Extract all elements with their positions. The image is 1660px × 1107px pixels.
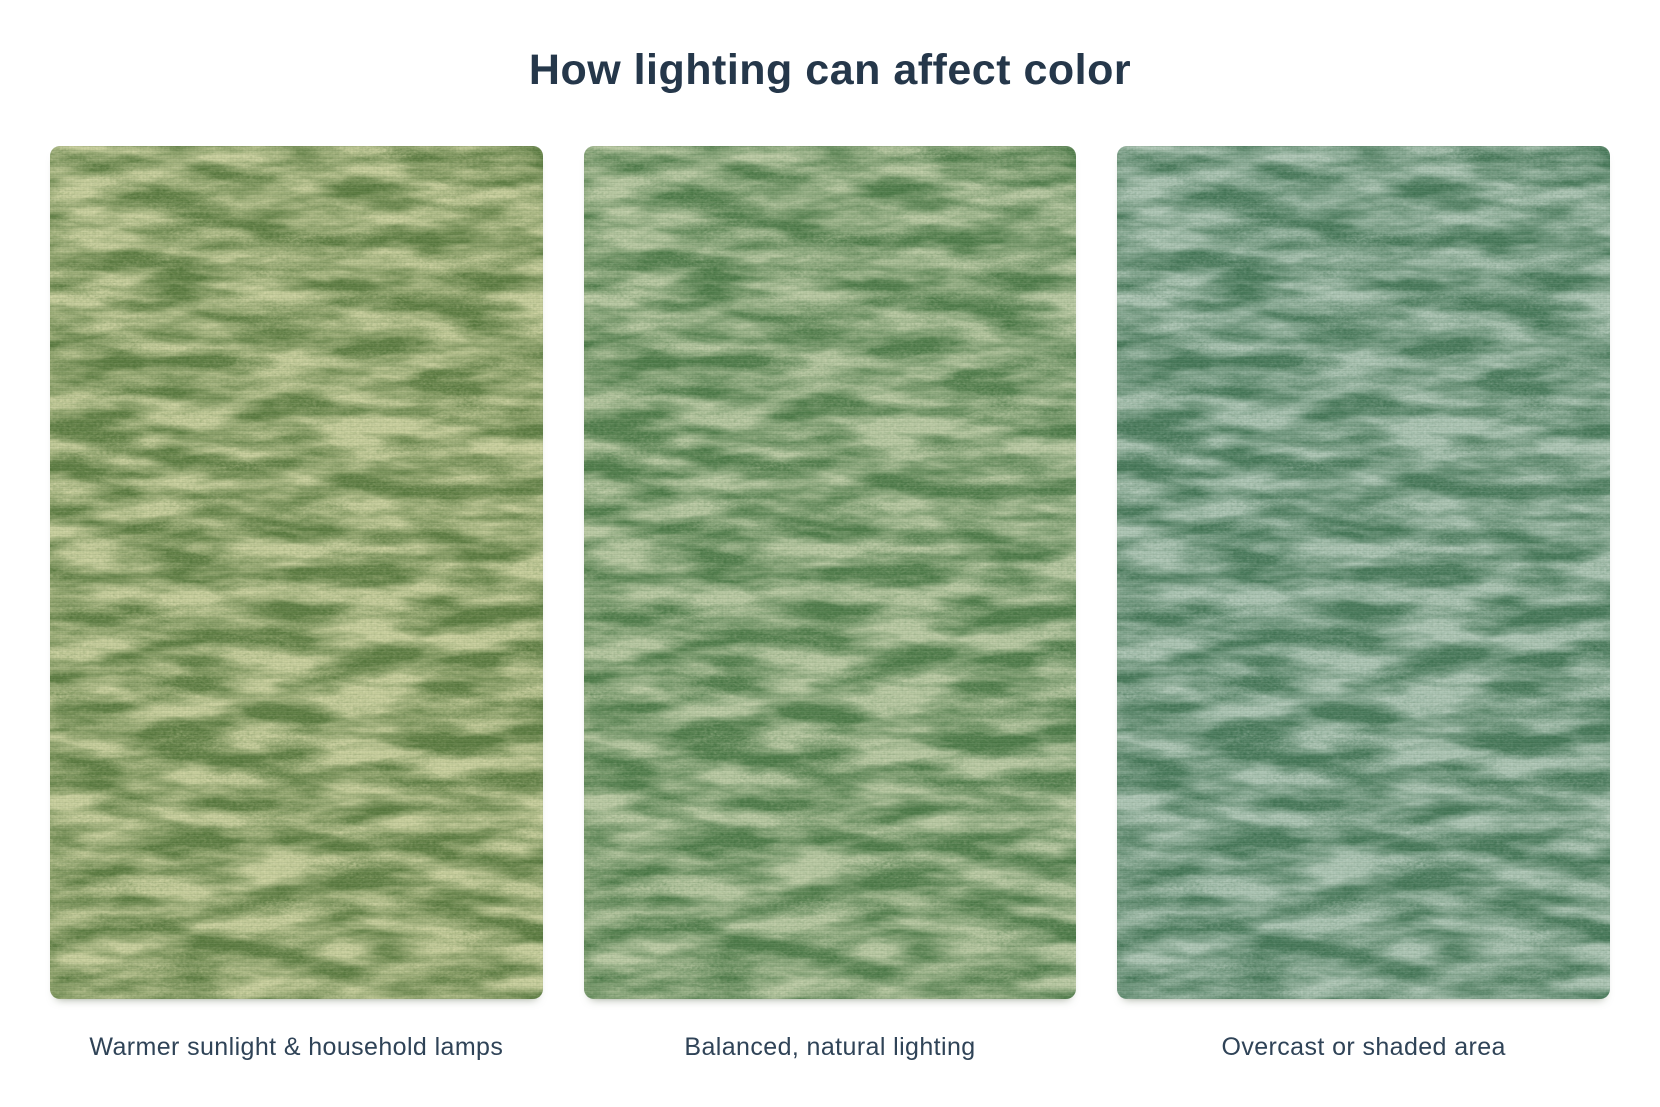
page-title: How lighting can affect color — [528, 46, 1132, 94]
panel-overcast-shaded: Overcast or shaded area — [1117, 146, 1611, 1062]
panel-balanced-lighting: Balanced, natural lighting — [583, 146, 1077, 1062]
panel-row: Warmer sunlight & household lamps — [0, 146, 1660, 1062]
rug-photo-balanced — [583, 146, 1077, 1000]
panel-caption: Overcast or shaded area — [1221, 1033, 1506, 1062]
panel-caption: Warmer sunlight & household lamps — [89, 1033, 504, 1062]
panel-warm-sunlight: Warmer sunlight & household lamps — [50, 146, 543, 1062]
rug-photo-warm — [50, 146, 543, 1000]
rug-texture-overcast — [1117, 146, 1611, 1000]
panel-caption: Balanced, natural lighting — [684, 1033, 976, 1062]
rug-texture-balanced — [583, 146, 1077, 1000]
rug-photo-overcast — [1117, 146, 1611, 1000]
rug-texture-warm — [50, 146, 543, 1000]
